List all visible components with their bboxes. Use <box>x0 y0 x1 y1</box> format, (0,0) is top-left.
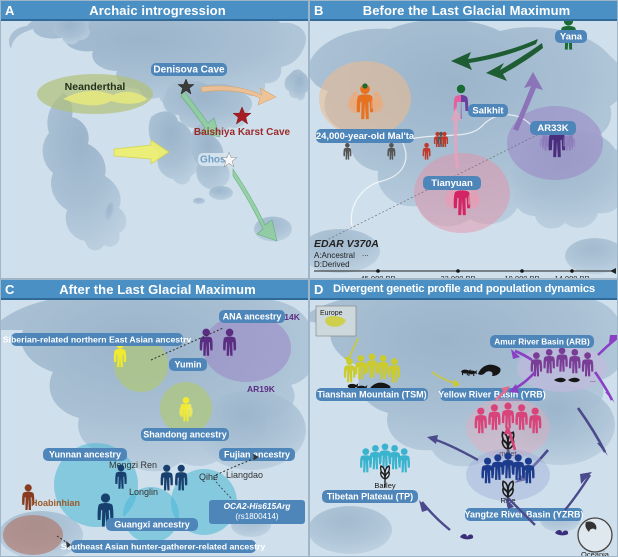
svg-text:24,000-year-old Mal'ta: 24,000-year-old Mal'ta <box>316 131 415 142</box>
svg-text:Southeast Asian hunter-gathere: Southeast Asian hunter-gatherer-related … <box>61 542 266 552</box>
svg-text:Liangdao: Liangdao <box>226 470 263 480</box>
svg-text:Amur River Basin (ARB): Amur River Basin (ARB) <box>494 337 590 347</box>
svg-text:Salkhit: Salkhit <box>472 106 504 117</box>
svg-text:Ghost: Ghost <box>200 155 230 166</box>
svg-text:Neanderthal: Neanderthal <box>65 81 126 93</box>
svg-text:Yana: Yana <box>560 32 583 43</box>
svg-text:Yumin: Yumin <box>174 360 201 370</box>
svg-text:D:Derived: D:Derived <box>314 260 350 269</box>
svg-text:Guangxi ancestry: Guangxi ancestry <box>114 520 190 530</box>
svg-text:Fujian ancestry: Fujian ancestry <box>224 450 290 460</box>
svg-text:Tianshan Mountain (TSM): Tianshan Mountain (TSM) <box>317 390 426 400</box>
svg-text:OCA2-His615Arg: OCA2-His615Arg <box>224 501 291 511</box>
svg-text:Shandong ancestry: Shandong ancestry <box>143 430 227 440</box>
svg-text:(rs1800414): (rs1800414) <box>235 512 278 521</box>
svg-text:Oceania: Oceania <box>581 550 610 556</box>
svg-text:14,000 BP: 14,000 BP <box>554 274 589 278</box>
svg-text:33,000 BP: 33,000 BP <box>440 274 475 278</box>
svg-text:Tianyuan: Tianyuan <box>431 178 473 189</box>
svg-text:Denisova Cave: Denisova Cave <box>153 65 225 76</box>
svg-text:Qihe: Qihe <box>199 472 218 482</box>
svg-text:ANA ancestry: ANA ancestry <box>223 312 282 322</box>
svg-text:Europe: Europe <box>320 310 343 317</box>
svg-text:19,000 BP: 19,000 BP <box>504 274 539 278</box>
svg-text:A:Ancestral: A:Ancestral <box>314 251 355 260</box>
svg-text:Yellow River Basin (YRB): Yellow River Basin (YRB) <box>438 390 546 400</box>
svg-text:Mengzi Ren: Mengzi Ren <box>109 460 157 470</box>
svg-text:Siberian-related northern East: Siberian-related northern East Asian anc… <box>3 335 192 345</box>
svg-text:EDAR V370A: EDAR V370A <box>314 238 379 250</box>
svg-text:AR19K: AR19K <box>247 384 276 394</box>
svg-text:Baishiya Karst Cave: Baishiya Karst Cave <box>194 127 291 138</box>
svg-text:Hoabinhian: Hoabinhian <box>31 498 80 508</box>
svg-text:Yunnan ancestry: Yunnan ancestry <box>49 450 121 460</box>
svg-text:45,000 BP: 45,000 BP <box>360 274 395 278</box>
svg-text:AR14K: AR14K <box>272 312 301 322</box>
svg-text:Longlin: Longlin <box>129 487 158 497</box>
svg-text:Yangtze River Basin (YZRB): Yangtze River Basin (YZRB) <box>464 510 583 520</box>
svg-text:millet: millet <box>499 449 517 458</box>
svg-text:...: ... <box>362 249 369 258</box>
svg-text:AR33K: AR33K <box>537 123 568 134</box>
svg-text:Barley: Barley <box>374 481 396 490</box>
svg-text:...: ... <box>590 377 596 384</box>
svg-text:Tibetan Plateau (TP): Tibetan Plateau (TP) <box>327 492 413 502</box>
svg-text:Rice: Rice <box>500 496 515 505</box>
